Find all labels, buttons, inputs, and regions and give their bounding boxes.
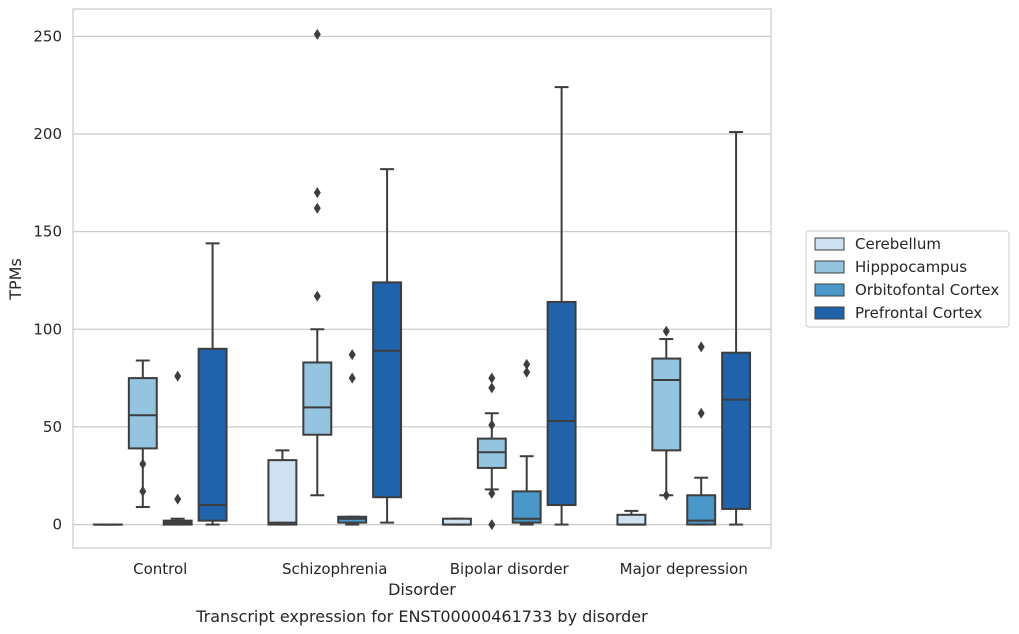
box-1-2: [337, 349, 368, 526]
box-0-2: [162, 370, 193, 526]
legend-swatch-2: [814, 283, 845, 297]
box-2-2: [511, 358, 542, 526]
x-tick-labels: Control Schizophrenia Bipolar disorder Majo…: [133, 560, 748, 578]
outlier-point-1: [348, 372, 356, 384]
legend-swatch-3: [814, 306, 845, 320]
outlier-point-1: [174, 493, 182, 505]
y-tick-label-2: 100: [33, 320, 62, 338]
outlier-point-1: [139, 485, 147, 497]
box-1-3: [372, 168, 403, 524]
box-3-0: [616, 509, 647, 526]
y-tick-label-1: 50: [43, 418, 62, 436]
outlier-point-1: [313, 187, 321, 199]
x-tick-label-3: Major depression: [620, 560, 748, 578]
box-0-1: [127, 359, 158, 508]
outlier-point-0: [174, 370, 182, 382]
chart-caption: Transcript expression for ENST0000046173…: [195, 607, 648, 626]
x-tick-label-1: Schizophrenia: [282, 560, 387, 578]
box-body: [267, 459, 298, 526]
y-tick-label-4: 200: [33, 125, 62, 143]
box-0-3: [197, 242, 228, 526]
legend-swatch-0: [814, 237, 845, 251]
box-body: [651, 357, 682, 452]
y-tick-label-3: 150: [33, 223, 62, 241]
box-2-1: [476, 372, 507, 531]
y-tick-label-5: 250: [33, 27, 62, 45]
outlier-point-0: [488, 372, 496, 384]
y-axis-label: TPMs: [6, 258, 25, 301]
legend-label-3: Prefrontal Cortex: [855, 304, 982, 322]
outlier-point-2: [313, 202, 321, 214]
box-body: [127, 377, 158, 450]
box-body: [197, 347, 228, 522]
box-1-1: [302, 28, 333, 497]
outlier-point-2: [488, 419, 496, 431]
outlier-point-1: [488, 382, 496, 394]
box-3-3: [721, 131, 752, 526]
y-tick-label-0: 0: [52, 516, 62, 534]
box-body: [616, 513, 647, 526]
plot-background: [73, 9, 771, 548]
legend-label-1: Hipppocampus: [855, 258, 967, 276]
legend-swatch-1: [814, 260, 845, 274]
outlier-point-0: [523, 358, 531, 370]
outlier-point-1: [523, 366, 531, 378]
boxes: [92, 28, 752, 531]
outlier-point-0: [697, 341, 705, 353]
legend: Cerebellum Hipppocampus Orbitofontal Corte…: [805, 230, 1010, 328]
outlier-point-4: [488, 519, 496, 531]
box-body: [372, 281, 403, 499]
box-body: [721, 351, 752, 510]
box-2-0: [441, 517, 472, 526]
outlier-point-0: [139, 458, 147, 470]
legend-label-0: Cerebellum: [855, 235, 941, 253]
box-2-3: [546, 86, 577, 526]
plot-frame: [72, 8, 772, 549]
box-3-1: [651, 325, 682, 501]
outlier-point-0: [662, 325, 670, 337]
outlier-point-0: [313, 28, 321, 40]
box-body: [302, 361, 333, 436]
legend-label-2: Orbitofontal Cortex: [855, 281, 999, 299]
box-body: [546, 300, 577, 507]
x-tick-label-0: Control: [133, 560, 187, 578]
x-axis-label: Disorder: [388, 580, 456, 599]
outlier-point-0: [348, 349, 356, 361]
outlier-point-1: [662, 489, 670, 501]
y-tick-labels: 0 50 100 150 200 250: [33, 27, 62, 533]
x-tick-label-2: Bipolar disorder: [450, 560, 570, 578]
box-3-2: [686, 341, 717, 526]
outlier-point-3: [313, 290, 321, 302]
box-1-0: [267, 449, 298, 526]
box-body: [511, 490, 542, 524]
outlier-point-3: [488, 487, 496, 499]
outlier-point-1: [697, 407, 705, 419]
legend-frame: [805, 230, 1010, 328]
